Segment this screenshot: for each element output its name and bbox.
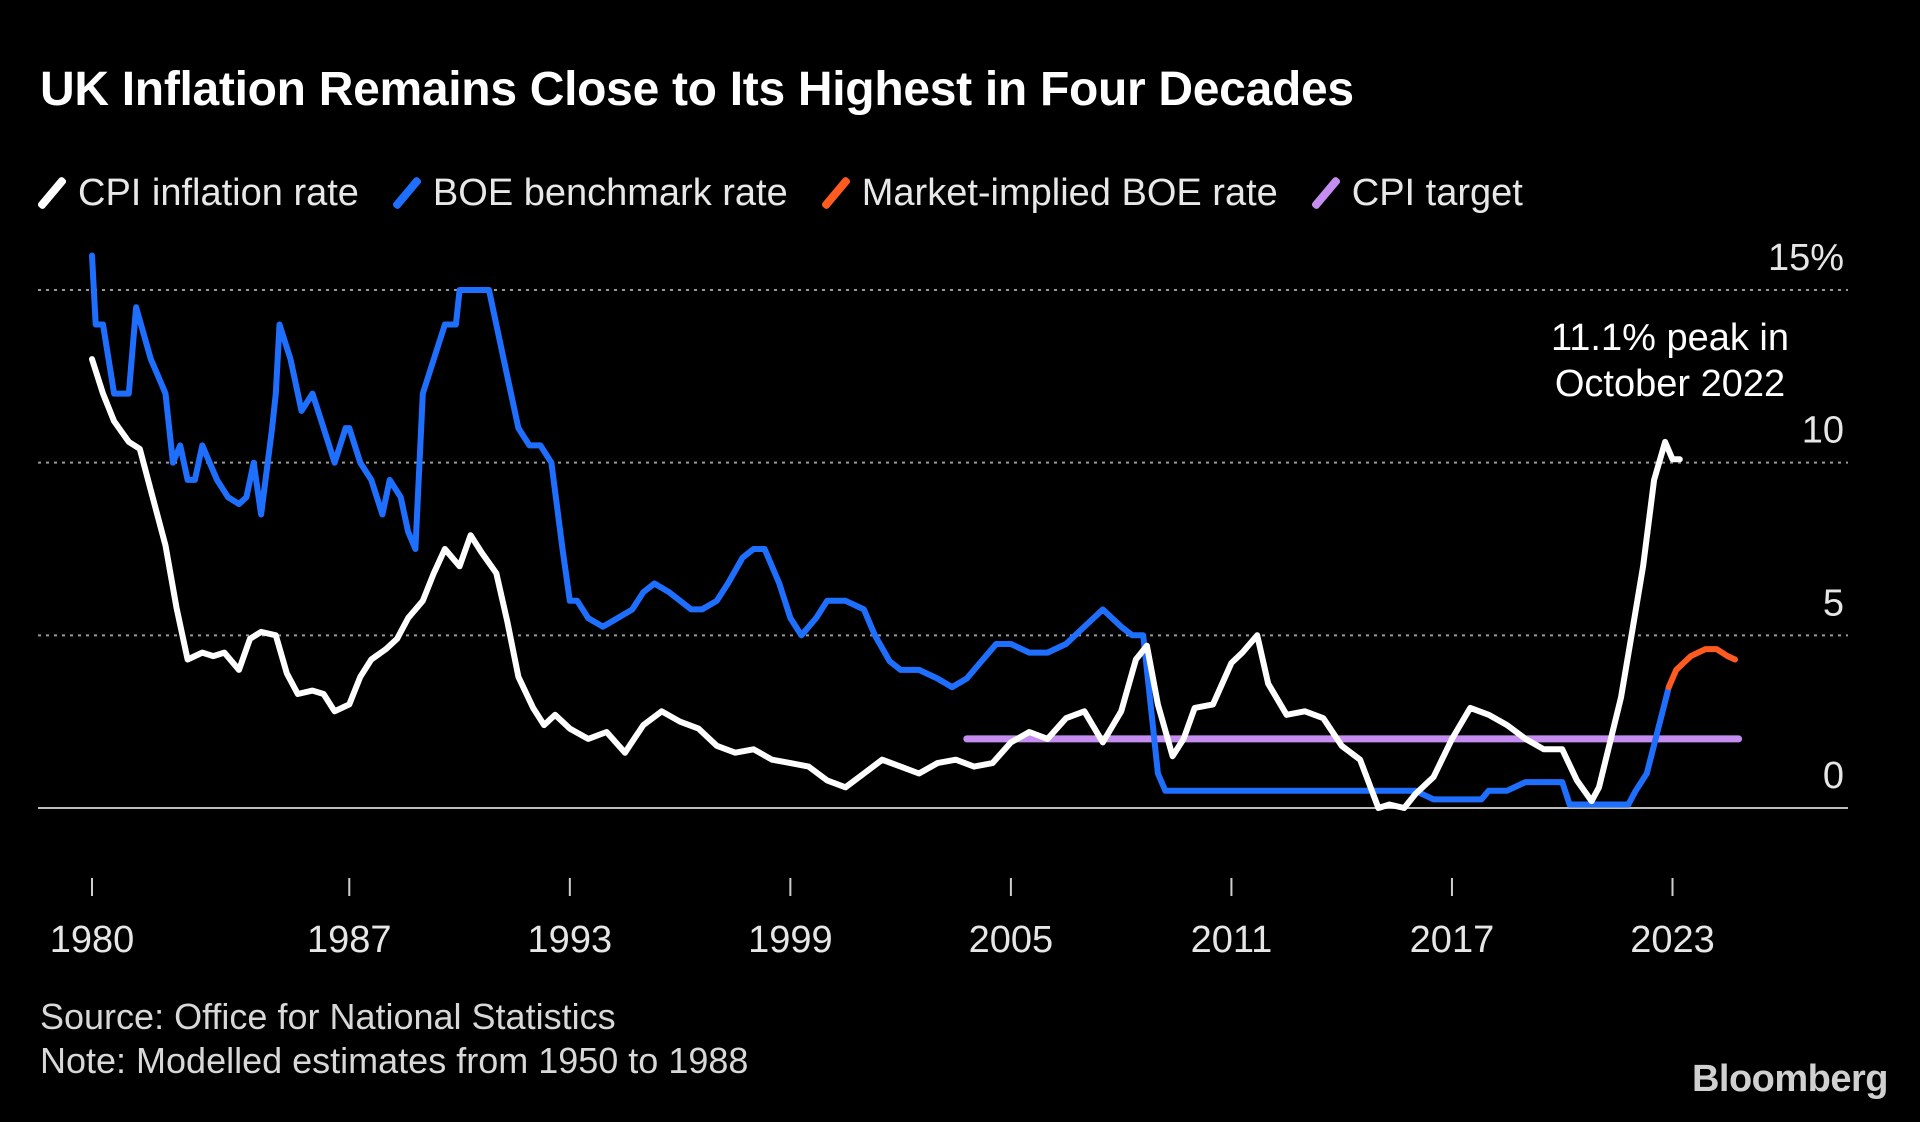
series-line-cpi-inflation-rate (89, 356, 1683, 811)
legend-label-cpi: CPI inflation rate (78, 171, 359, 214)
y-tick-label: 5 (1823, 582, 1844, 624)
y-tick-label: 15% (1768, 237, 1844, 279)
chart-legend: CPI inflation rate BOE benchmark rate Ma… (36, 168, 1559, 218)
series-line-boe-benchmark-rate (89, 252, 1672, 808)
annotation-line: 11.1% peak in (1551, 317, 1789, 359)
series-lines (89, 252, 1743, 811)
legend-label-market: Market-implied BOE rate (861, 171, 1278, 214)
chart-title: UK Inflation Remains Close to Its Highes… (40, 63, 1354, 116)
x-tick-label: 2017 (1410, 919, 1495, 961)
y-tick-label: 10 (1802, 410, 1844, 452)
x-tick-label: 2023 (1630, 919, 1715, 961)
x-tick-label: 1993 (528, 919, 613, 961)
bloomberg-logo: Bloomberg (1691, 1058, 1889, 1100)
y-tick-label: 0 (1823, 755, 1844, 797)
method-note: Note: Modelled estimates from 1950 to 19… (40, 1040, 749, 1081)
legend-label-boe: BOE benchmark rate (432, 171, 788, 214)
x-tick-label: 1987 (307, 919, 392, 961)
y-axis: 15% 10 5 0 (1768, 237, 1844, 797)
grid-lines (38, 289, 1848, 809)
legend-item-cpi: CPI inflation rate (36, 171, 359, 215)
chart-footer: Source: Office for National Statistics N… (40, 995, 748, 1083)
series-line-market-implied-boe-rate (1665, 646, 1738, 691)
legend-label-target: CPI target (1351, 171, 1523, 214)
legend-item-target: CPI target (1310, 171, 1523, 215)
legend-item-market: Market-implied BOE rate (820, 171, 1278, 215)
x-tick-label: 1980 (50, 919, 135, 961)
annotation-line: October 2022 (1555, 363, 1785, 405)
x-tick-label: 2005 (969, 919, 1054, 961)
legend-item-boe: BOE benchmark rate (391, 171, 788, 215)
x-tick-label: 1999 (748, 919, 833, 961)
x-tick-label: 2011 (1191, 919, 1273, 961)
source-note: Source: Office for National Statistics (40, 996, 616, 1037)
x-axis: 1980 1987 1993 1999 2005 2011 2017 2023 (50, 878, 1715, 961)
